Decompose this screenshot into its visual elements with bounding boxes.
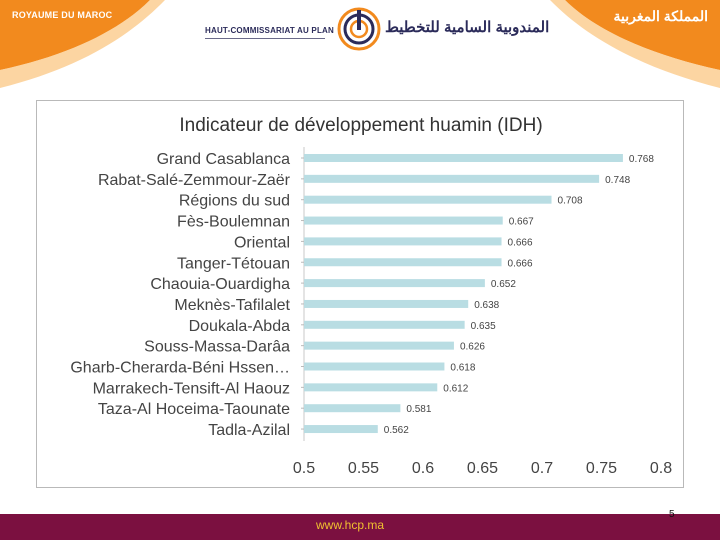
data-label: 0.618 xyxy=(450,363,475,374)
idh-bar-chart: Indicateur de développement huamin (IDH)… xyxy=(70,115,672,477)
data-label: 0.666 xyxy=(508,237,533,248)
bar xyxy=(304,216,503,225)
data-label: 0.635 xyxy=(471,321,496,332)
x-tick-label: 0.8 xyxy=(650,460,672,477)
header-waves xyxy=(0,0,720,88)
x-tick-label: 0.65 xyxy=(467,460,498,477)
footer-bar xyxy=(0,514,720,540)
x-tick-label: 0.5 xyxy=(293,460,315,477)
data-label: 0.562 xyxy=(384,425,409,436)
bar xyxy=(304,425,378,434)
divider-line xyxy=(205,38,325,39)
organization-name-fr: HAUT-COMMISSARIAT AU PLAN xyxy=(205,26,334,35)
bar xyxy=(304,320,465,329)
x-tick-label: 0.7 xyxy=(531,460,553,477)
website-link[interactable]: www.hcp.ma xyxy=(316,518,385,532)
data-label: 0.612 xyxy=(443,383,468,394)
chart-title: Indicateur de développement huamin (IDH) xyxy=(179,115,542,136)
bar xyxy=(304,174,600,183)
header-banner: ROYAUME DU MAROC المملكة المغربية HAUT-C… xyxy=(0,0,720,92)
kingdom-name-fr: ROYAUME DU MAROC xyxy=(12,10,113,20)
category-label: Gharb-Cherarda-Béni Hssen… xyxy=(70,360,290,377)
data-label: 0.666 xyxy=(508,258,533,269)
category-label: Tadla-Azilal xyxy=(208,422,290,439)
category-label: Grand Casablanca xyxy=(157,151,291,168)
bar xyxy=(304,383,438,392)
organization-name-ar: المندوبية السامية للتخطيط xyxy=(385,19,550,36)
category-label: Marrakech-Tensift-Al Haouz xyxy=(93,380,290,397)
category-label: Tanger-Tétouan xyxy=(177,255,290,272)
data-label: 0.626 xyxy=(460,342,485,353)
category-label: Fès-Boulemnan xyxy=(177,214,290,231)
bar xyxy=(304,237,502,246)
category-label: Meknès-Tafilalet xyxy=(174,297,290,314)
data-label: 0.667 xyxy=(509,217,534,228)
kingdom-name-ar: المملكة المغربية xyxy=(613,8,708,24)
data-label: 0.652 xyxy=(491,279,516,290)
category-label: Chaouia-Ouardigha xyxy=(150,276,290,293)
category-label: Taza-Al Hoceima-Taounate xyxy=(98,401,290,418)
data-label: 0.768 xyxy=(629,154,654,165)
data-label: 0.581 xyxy=(406,404,431,415)
chart-frame: Indicateur de développement huamin (IDH)… xyxy=(36,100,684,488)
data-label: 0.708 xyxy=(558,196,583,207)
bar xyxy=(304,341,454,350)
category-label: Régions du sud xyxy=(179,193,290,210)
page-number: 5 xyxy=(669,509,675,520)
bar xyxy=(304,404,401,413)
bar xyxy=(304,299,469,308)
hcp-logo-icon xyxy=(337,7,381,51)
data-label: 0.748 xyxy=(605,175,630,186)
category-label: Souss-Massa-Darâa xyxy=(144,339,290,356)
x-tick-label: 0.55 xyxy=(348,460,379,477)
bar xyxy=(304,195,552,204)
bar xyxy=(304,154,623,162)
x-tick-label: 0.6 xyxy=(412,460,434,477)
data-label: 0.638 xyxy=(474,300,499,311)
bar xyxy=(304,258,502,267)
bar xyxy=(304,279,485,288)
category-label: Rabat-Salé-Zemmour-Zaër xyxy=(98,172,291,189)
category-label: Oriental xyxy=(234,234,290,251)
x-tick-label: 0.75 xyxy=(586,460,617,477)
category-label: Doukala-Abda xyxy=(189,318,291,335)
bar xyxy=(304,362,445,371)
